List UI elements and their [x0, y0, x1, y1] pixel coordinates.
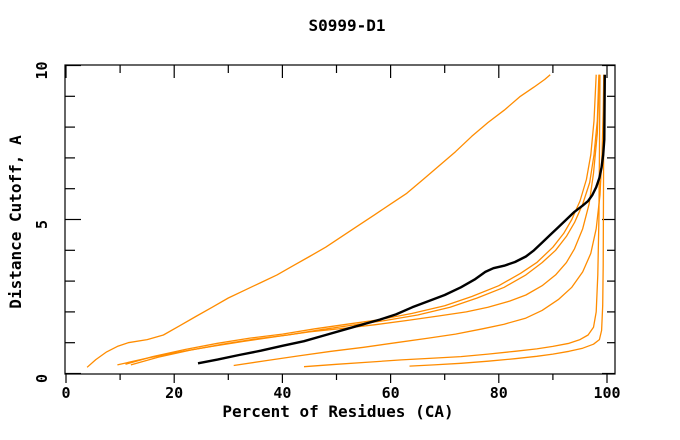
series-orange-curve-6: [303, 74, 601, 368]
plot-border: [64, 64, 616, 375]
axes: 0 20 40 60 80 100 0 5 10: [33, 61, 621, 402]
x-tick-label: 60: [382, 384, 400, 402]
series-orange-curve-5: [233, 74, 605, 367]
y-tick-label: 0: [33, 374, 51, 383]
plot-title: S0999-D1: [308, 16, 385, 35]
x-tick-label: 40: [273, 384, 291, 402]
x-axis-label: Percent of Residues (CA): [222, 402, 453, 421]
x-tick-label: 0: [61, 384, 70, 402]
series-orange-curve-2: [117, 74, 601, 366]
x-tick-label: 100: [593, 384, 620, 402]
y-tick-label: 5: [33, 220, 51, 229]
y-axis-label: Distance Cutoff, A: [6, 135, 25, 309]
series-orange-curve-4: [130, 74, 600, 366]
x-tick-label: 80: [490, 384, 508, 402]
x-tick-label: 20: [165, 384, 183, 402]
series-black-curve: [197, 74, 606, 365]
series-orange-curve-1: [86, 74, 551, 368]
series-orange-curve-7: [409, 74, 605, 367]
data-series: [86, 74, 606, 368]
series-orange-curve-3: [125, 74, 597, 365]
y-tick-label: 10: [33, 61, 51, 79]
